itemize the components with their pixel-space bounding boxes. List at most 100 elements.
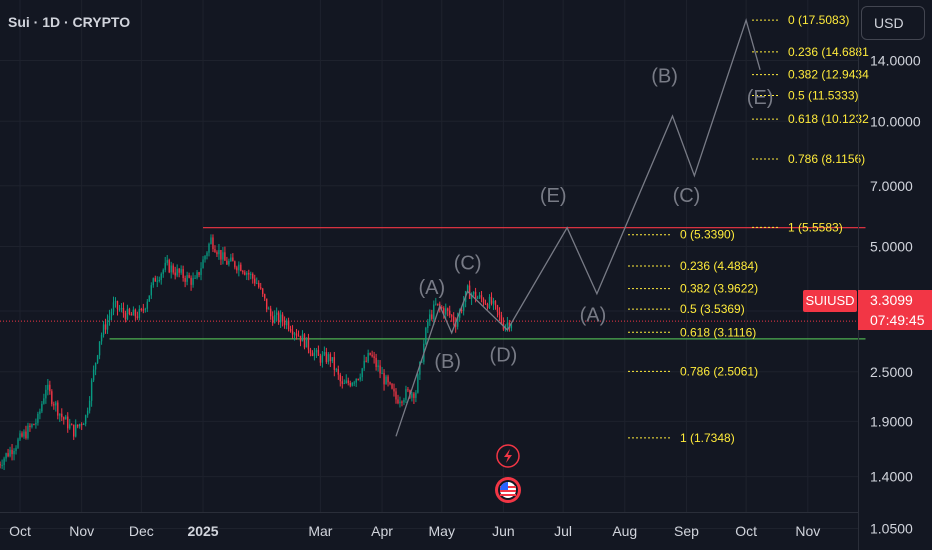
candle-body [33, 424, 35, 426]
candle-body [182, 269, 184, 279]
candle-body [484, 303, 487, 305]
fib-level-label: 0.236 (4.4884) [680, 259, 758, 273]
candle-body [267, 308, 270, 310]
candle-body [498, 311, 501, 316]
candle-body [244, 272, 246, 275]
candle-body [1, 465, 3, 467]
candle-body [19, 433, 21, 440]
candle-body [506, 322, 509, 326]
candle-body [403, 399, 405, 403]
candle-body [339, 374, 341, 382]
candle-body [395, 391, 397, 400]
time-tick-label: Nov [69, 523, 94, 539]
candle-body [206, 252, 208, 257]
candle-body [198, 272, 200, 275]
candle-body [154, 278, 156, 282]
candle-body [385, 376, 387, 385]
candle-body [441, 306, 443, 309]
candle-body [256, 282, 258, 284]
candle-body [405, 389, 407, 400]
candle-body [9, 449, 11, 457]
candle-body [335, 369, 338, 371]
time-axis[interactable]: Oct Nov Dec 2025 Mar Apr May Jun Jul Aug Sep Oct Nov [9, 523, 820, 539]
candle-body [295, 333, 298, 336]
candle-body [220, 249, 222, 260]
candle-body [124, 313, 127, 320]
candle-body [106, 320, 109, 330]
candle-body [377, 365, 379, 367]
symbol-title[interactable]: Sui · 1D · CRYPTO [8, 14, 131, 30]
candle-body [291, 331, 294, 335]
flash-event-icon[interactable] [496, 444, 520, 468]
candle-body [321, 354, 324, 363]
price-tick-label: 5.0000 [870, 239, 913, 255]
level-lines [0, 227, 866, 340]
candle-body [84, 415, 87, 424]
candle-body [323, 352, 326, 355]
candle-body [130, 314, 133, 316]
wave-label: (A) [580, 305, 607, 327]
candle-body [230, 257, 232, 261]
candle-body [140, 308, 143, 310]
candle-body [263, 294, 266, 299]
candle-body [355, 378, 357, 383]
candle-body [184, 278, 186, 282]
candle-body [88, 400, 91, 411]
fib-level-label: 1 (5.5583) [788, 220, 843, 234]
wave-label: (E) [747, 87, 774, 109]
candle-body [333, 357, 336, 370]
candle-body [293, 333, 296, 335]
event-markers[interactable] [495, 444, 521, 503]
candle-body [252, 273, 254, 279]
fib-level-label: 0 (17.5083) [788, 13, 849, 27]
candle-body [45, 389, 47, 399]
candle-body [443, 308, 445, 315]
wave-label: (C) [454, 253, 482, 275]
candle-body [96, 355, 99, 363]
candle-body [136, 316, 139, 318]
candle-body [128, 308, 131, 315]
candle-body [460, 310, 463, 312]
candle-body [437, 303, 439, 305]
candle-body [43, 398, 45, 404]
us-flag-event-icon[interactable] [495, 477, 521, 503]
time-tick-label: May [429, 523, 455, 539]
candle-body [337, 369, 340, 375]
candle-body [325, 352, 328, 363]
candle-body [315, 349, 318, 353]
candle-body [283, 321, 286, 326]
candle-body [11, 449, 13, 455]
wave-label: (E) [540, 185, 567, 207]
fib-level-label: 1 (1.7348) [680, 431, 735, 445]
candle-body [419, 361, 421, 375]
time-tick-label: Mar [308, 523, 332, 539]
candle-body [258, 282, 260, 288]
price-tick-label: 1.9000 [870, 413, 913, 429]
candle-body [254, 278, 256, 284]
candle-body [365, 360, 367, 362]
candle-body [236, 267, 238, 271]
candle-body [160, 273, 162, 280]
candle-body [486, 304, 489, 308]
candle-body [450, 315, 453, 317]
wave-label: (A) [418, 277, 445, 299]
currency-button[interactable]: USD [861, 6, 925, 40]
candle-body [116, 301, 119, 310]
candle-body [142, 309, 145, 311]
time-tick-label: Oct [735, 523, 757, 539]
fib-level-label: 0.5 (11.5333) [788, 89, 859, 103]
candle-body [138, 308, 141, 318]
candle-body [218, 249, 220, 255]
candle-body [260, 287, 262, 289]
candle-body [78, 424, 81, 427]
candle-body [447, 308, 449, 311]
candle-body [474, 291, 477, 299]
candle-body [216, 252, 218, 255]
candle-body [285, 320, 288, 326]
time-tick-label: Jun [492, 523, 515, 539]
candle-body [345, 380, 347, 384]
candle-body [265, 298, 268, 310]
candle-body [224, 252, 226, 261]
candle-body [172, 265, 174, 273]
